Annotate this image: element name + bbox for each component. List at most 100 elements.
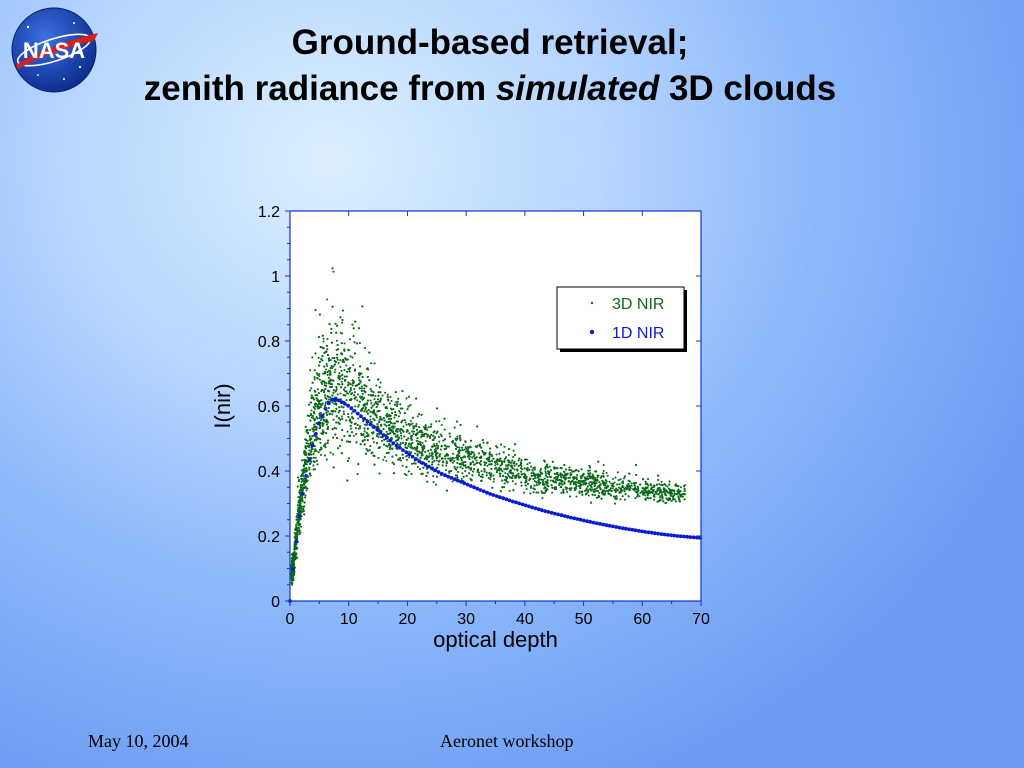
point-1d-nir (659, 532, 664, 536)
point-3d-nir (347, 415, 350, 419)
point-3d-nir (290, 553, 293, 556)
title-line-2-post: 3D clouds (659, 69, 837, 108)
point-3d-nir (420, 454, 423, 457)
point-3d-nir (339, 398, 342, 401)
point-3d-nir (372, 391, 375, 394)
point-3d-nir (639, 491, 642, 495)
point-3d-nir (457, 470, 460, 473)
point-3d-nir (596, 489, 600, 493)
point-3d-nir (335, 386, 338, 389)
point-3d-nir (310, 387, 313, 390)
point-3d-nir (437, 460, 440, 463)
point-3d-nir (522, 491, 526, 494)
point-3d-nir (325, 411, 328, 414)
point-3d-nir (313, 378, 316, 381)
point-3d-nir (570, 487, 573, 490)
point-3d-nir (518, 457, 521, 460)
point-3d-nir (617, 479, 620, 482)
point-3d-nir (405, 458, 409, 461)
point-3d-nir (347, 440, 350, 443)
point-3d-nir (565, 487, 568, 490)
point-3d-nir (606, 484, 609, 487)
point-3d-nir (379, 400, 382, 403)
point-1d-nir (478, 488, 483, 492)
point-3d-nir (581, 474, 584, 477)
point-3d-nir (443, 428, 446, 431)
point-3d-nir (349, 366, 352, 369)
point-3d-nir (342, 406, 345, 409)
point-3d-nir (320, 404, 323, 407)
point-3d-nir (303, 486, 306, 490)
point-3d-nir (541, 480, 544, 483)
point-3d-nir (514, 474, 517, 477)
point-3d-nir (455, 420, 459, 423)
point-3d-nir (432, 475, 435, 478)
point-1d-nir (546, 510, 551, 514)
point-3d-nir (462, 461, 465, 464)
point-3d-nir (669, 494, 672, 497)
point-3d-nir (331, 305, 334, 308)
point-3d-nir (323, 394, 326, 397)
point-3d-nir (318, 417, 321, 420)
point-3d-nir (317, 405, 320, 409)
point-3d-nir (316, 388, 319, 391)
point-1d-nir (462, 481, 467, 486)
point-1d-nir (543, 509, 547, 513)
point-3d-nir (520, 466, 523, 470)
point-3d-nir (528, 461, 531, 464)
point-3d-nir (521, 473, 524, 476)
point-3d-nir (415, 433, 418, 436)
point-3d-nir (435, 449, 438, 452)
point-1d-nir (582, 518, 586, 523)
point-3d-nir (403, 419, 406, 422)
point-1d-nir (420, 461, 425, 465)
point-3d-nir (386, 395, 389, 399)
point-3d-nir (373, 419, 376, 422)
point-3d-nir (449, 459, 452, 462)
point-3d-nir (479, 463, 482, 466)
title-line-2-pre: zenith radiance from (143, 69, 496, 108)
point-3d-nir (462, 443, 465, 446)
y-tick-label: 0.2 (258, 529, 280, 546)
point-3d-nir (398, 429, 402, 433)
point-3d-nir (331, 409, 334, 412)
point-3d-nir (370, 362, 373, 365)
point-3d-nir (571, 479, 574, 482)
point-3d-nir (447, 457, 450, 460)
point-1d-nir (633, 528, 638, 533)
point-3d-nir (545, 474, 548, 477)
point-3d-nir (407, 405, 410, 408)
point-1d-nir (475, 486, 480, 491)
point-3d-nir (383, 438, 386, 441)
point-3d-nir (366, 449, 369, 452)
point-3d-nir (480, 479, 483, 482)
point-1d-nir (491, 493, 496, 497)
point-3d-nir (308, 462, 312, 465)
point-3d-nir (629, 487, 632, 490)
point-3d-nir (313, 376, 316, 379)
point-3d-nir (664, 484, 667, 487)
point-3d-nir (326, 427, 329, 431)
point-3d-nir (671, 489, 674, 492)
point-3d-nir (580, 477, 583, 480)
point-3d-nir (379, 417, 382, 420)
x-tick-label: 10 (340, 611, 358, 628)
point-3d-nir (445, 460, 448, 463)
point-1d-nir (594, 521, 599, 526)
point-3d-nir (653, 498, 656, 501)
point-3d-nir (326, 354, 330, 357)
point-3d-nir (594, 470, 597, 473)
point-3d-nir (520, 481, 523, 484)
point-3d-nir (529, 486, 532, 489)
point-3d-nir (566, 490, 569, 493)
point-3d-nir (385, 451, 388, 455)
point-3d-nir (312, 414, 315, 418)
point-3d-nir (321, 334, 324, 337)
point-3d-nir (418, 467, 422, 471)
point-3d-nir (499, 468, 503, 471)
point-3d-nir (602, 480, 605, 483)
point-3d-nir (547, 473, 551, 476)
point-3d-nir (616, 471, 619, 474)
point-3d-nir (467, 455, 470, 458)
point-3d-nir (448, 435, 452, 438)
